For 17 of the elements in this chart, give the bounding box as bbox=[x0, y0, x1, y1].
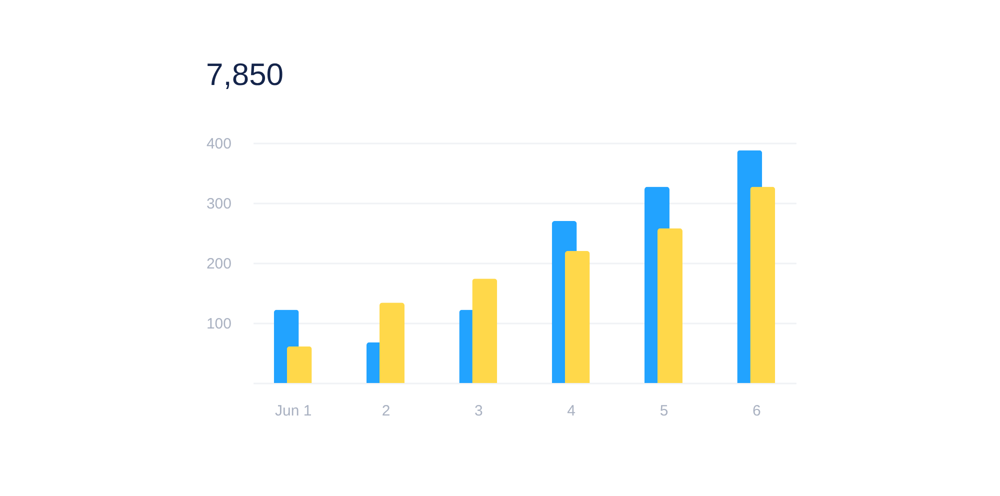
bar bbox=[472, 278, 498, 383]
y-tick-label: 400 bbox=[206, 136, 232, 152]
bar bbox=[750, 186, 776, 383]
x-tick-label: 2 bbox=[382, 402, 390, 420]
y-tick-label: 300 bbox=[206, 196, 232, 212]
x-tick-label: 3 bbox=[474, 402, 483, 420]
bar bbox=[380, 302, 405, 383]
bar bbox=[286, 346, 312, 383]
bar bbox=[657, 228, 682, 383]
bar bbox=[564, 251, 590, 383]
x-tick-label: 6 bbox=[752, 402, 761, 420]
chart-title: 7,850 bbox=[206, 57, 284, 92]
y-tick-label: 200 bbox=[206, 256, 232, 272]
x-tick-label: 5 bbox=[660, 402, 668, 420]
y-tick-label: 100 bbox=[206, 316, 232, 332]
x-tick-label: 4 bbox=[567, 402, 576, 420]
x-tick-label: Jun 1 bbox=[274, 402, 312, 420]
